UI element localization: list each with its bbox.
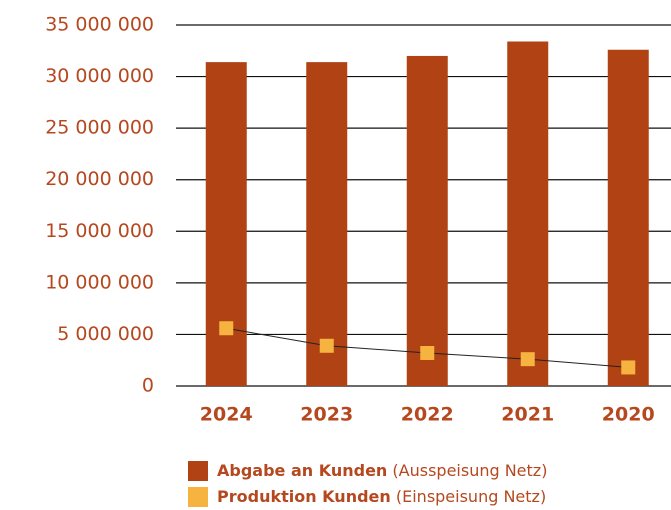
y-tick-label: 25 000 000 (45, 117, 154, 139)
legend-name: Produktion Kunden (217, 487, 391, 506)
x-tick-label: 2023 (300, 404, 353, 426)
bar (406, 55, 448, 386)
marker (219, 321, 234, 336)
y-tick-label: 0 (142, 375, 154, 397)
y-tick-label: 30 000 000 (45, 65, 154, 87)
y-tick-label: 5 000 000 (57, 323, 154, 345)
x-tick-label: 2021 (501, 404, 554, 426)
y-tick-label: 35 000 000 (45, 14, 154, 36)
legend-description: (Einspeisung Netz) (396, 487, 546, 506)
marker (621, 360, 636, 375)
legend-description: (Ausspeisung Netz) (392, 461, 547, 480)
legend-swatch (188, 461, 208, 481)
legend-name: Abgabe an Kunden (217, 461, 387, 480)
y-tick-label: 10 000 000 (45, 271, 154, 293)
marker (520, 352, 535, 367)
bar (205, 62, 247, 386)
x-tick-label: 2024 (200, 404, 253, 426)
bar (306, 62, 348, 386)
legend-label: Produktion Kunden (Einspeisung Netz) (217, 487, 546, 506)
marker (420, 345, 435, 360)
bar (507, 41, 549, 386)
marker (319, 338, 334, 353)
x-tick-label: 2020 (602, 404, 655, 426)
y-tick-label: 20 000 000 (45, 168, 154, 190)
bar (607, 49, 649, 387)
y-tick-label: 15 000 000 (45, 220, 154, 242)
legend-swatch (188, 487, 208, 507)
legend-label: Abgabe an Kunden (Ausspeisung Netz) (217, 461, 547, 480)
x-tick-label: 2022 (401, 404, 454, 426)
